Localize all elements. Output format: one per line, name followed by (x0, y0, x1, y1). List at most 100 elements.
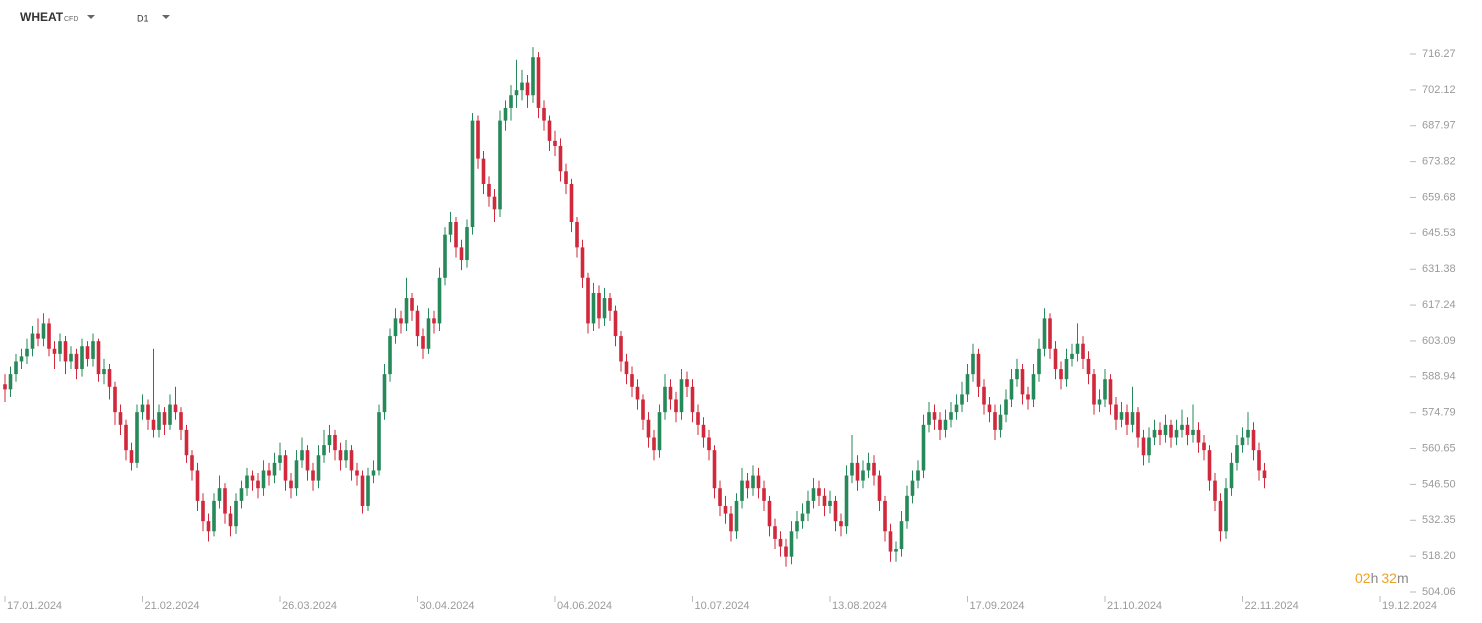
candle (542, 100, 546, 131)
candle-body (355, 470, 359, 476)
candle (432, 310, 436, 334)
candle-body (1086, 358, 1091, 375)
candle-body (1163, 424, 1168, 435)
candle-body (866, 462, 871, 471)
candle-body (1147, 437, 1151, 456)
candle (168, 394, 172, 430)
candle-body (146, 404, 150, 420)
candle-body (118, 412, 123, 425)
y-tick-label: 659.68 (1422, 191, 1456, 203)
candle-body (734, 500, 739, 532)
candle (91, 333, 95, 367)
timeframe-dropdown-caret[interactable] (162, 15, 170, 19)
candle (718, 480, 722, 517)
candle-body (789, 531, 794, 557)
candle (1125, 404, 1129, 435)
candle (261, 460, 266, 496)
candle (855, 455, 860, 491)
candle (344, 440, 348, 468)
candle (608, 292, 612, 321)
candle (1130, 386, 1135, 433)
candle-body (498, 120, 502, 210)
candle (707, 429, 711, 461)
candle-body (690, 386, 695, 413)
candle (679, 369, 684, 420)
candle (663, 374, 667, 420)
candle (696, 404, 700, 435)
candle (866, 452, 871, 479)
candle-body (113, 386, 117, 413)
candle (965, 363, 970, 403)
x-tick-label: 10.07.2024 (695, 600, 750, 612)
candle (575, 216, 579, 258)
candle-body (124, 424, 128, 451)
candle-body (828, 500, 832, 506)
candle (734, 493, 739, 539)
candle (267, 462, 271, 486)
candle (690, 379, 695, 423)
candle-body (800, 513, 805, 522)
candle (1086, 351, 1091, 385)
candle-body (344, 450, 348, 461)
candle-body (454, 222, 458, 248)
candle (102, 358, 106, 385)
candle (1097, 389, 1102, 413)
candle (19, 348, 24, 370)
candle-body (916, 470, 920, 481)
candle (1251, 422, 1256, 461)
candle-body (1125, 412, 1129, 425)
candle (1053, 341, 1058, 380)
candle (927, 402, 931, 433)
candle-body (278, 455, 282, 463)
symbol-dropdown-caret[interactable] (87, 15, 95, 19)
candle (1185, 417, 1190, 446)
y-tick-label: 617.24 (1422, 299, 1456, 311)
candle (245, 467, 249, 496)
countdown-hours-unit: h (1371, 570, 1379, 586)
candle-body (553, 140, 557, 146)
candle (96, 338, 101, 382)
candle (377, 404, 381, 476)
candle-body (844, 475, 849, 527)
candle-body (624, 361, 629, 375)
candle-body (1257, 450, 1261, 471)
candle-body (333, 434, 337, 451)
candle-body (602, 298, 607, 319)
candle-body (41, 323, 46, 339)
candle-body (327, 434, 332, 446)
candle-body (954, 404, 959, 413)
candle-body (1020, 369, 1025, 395)
candle (338, 442, 343, 471)
timeframe[interactable]: D1 (137, 13, 149, 23)
candle (1257, 442, 1261, 481)
candle (190, 450, 194, 481)
candle-body (1240, 437, 1245, 446)
y-tick-label: 603.09 (1422, 335, 1456, 347)
candle-body (998, 414, 1003, 430)
candle-body (564, 171, 568, 184)
candle-body (822, 495, 827, 506)
candle-body (234, 500, 238, 527)
candle-body (3, 384, 7, 390)
candle (514, 59, 519, 108)
candle (69, 346, 73, 370)
candle (624, 353, 629, 385)
candle-body (1015, 369, 1019, 380)
candle-body (927, 412, 931, 425)
candle-body (245, 475, 249, 489)
candle (300, 437, 304, 468)
y-tick-label: 560.65 (1422, 442, 1456, 454)
countdown-minutes: 32 (1381, 570, 1397, 586)
candle (899, 511, 904, 557)
candle-body (212, 500, 216, 532)
candle (723, 495, 728, 524)
symbol[interactable]: WHEAT (20, 10, 64, 24)
y-tick-label: 574.79 (1422, 407, 1456, 419)
y-tick-label: 518.20 (1422, 550, 1456, 562)
y-tick-label: 673.82 (1422, 156, 1456, 168)
candle-body (80, 346, 84, 370)
candle-body (855, 462, 860, 481)
candle-body (520, 82, 524, 91)
candle (619, 331, 623, 372)
candle-body (525, 82, 530, 96)
